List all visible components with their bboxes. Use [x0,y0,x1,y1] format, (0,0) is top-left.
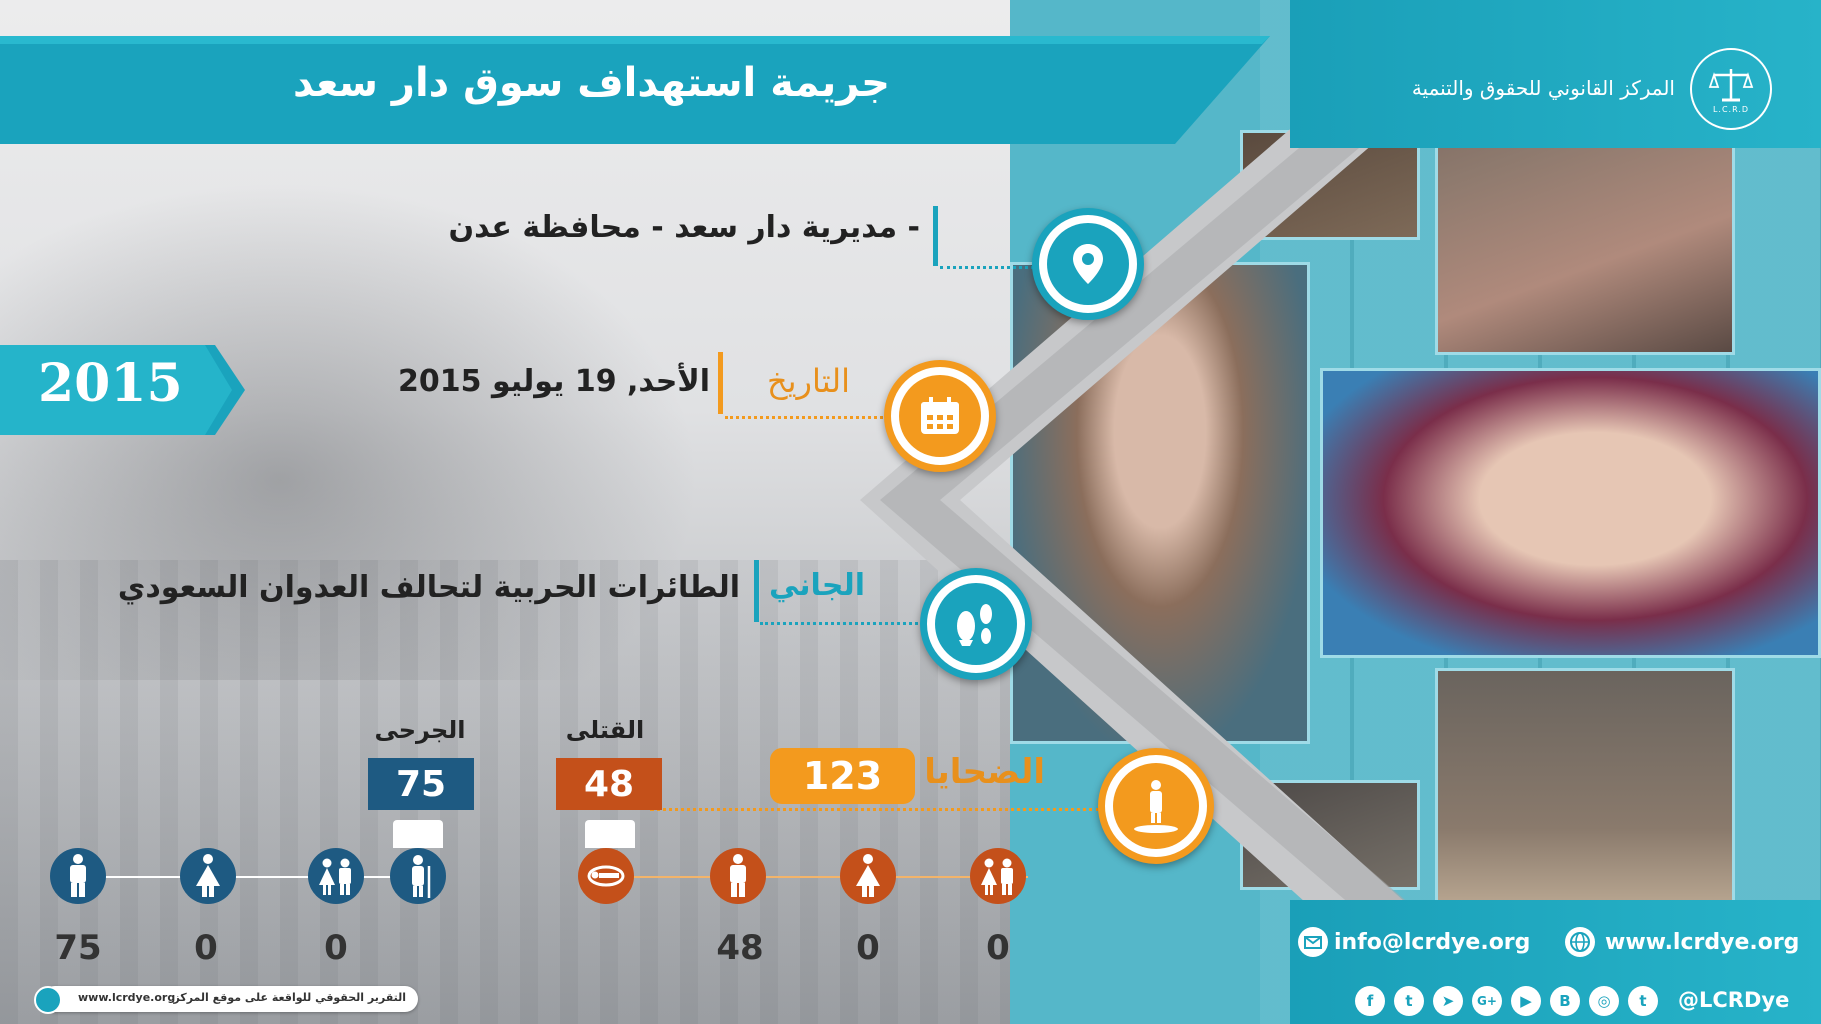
logo-caption: L.C.R.D [1712,104,1750,114]
tumblr-icon[interactable]: t [1628,986,1658,1016]
date-value: الأحد, 19 يوليو 2015 [398,364,710,399]
date-connector [725,416,895,419]
email-text: info@lcrdye.org [1334,929,1531,955]
injured-women-icon [180,848,236,904]
social-handle[interactable]: @LCRDye [1678,988,1790,1012]
report-link-text: التقرير الحقوقي للواقعة على موقع المركز [173,991,406,1004]
woman-icon [196,854,220,897]
telegram-icon[interactable]: ➤ [1433,986,1463,1016]
youtube-icon[interactable]: ▶ [1511,986,1541,1016]
scales-icon [1708,68,1754,101]
email-icon [1298,927,1328,957]
globe-icon [1565,927,1595,957]
location-pin-icon [1073,244,1103,284]
injured-men-count: 75 [54,928,102,968]
killed-women-icon [840,848,896,904]
killed-icon-tab [585,820,635,848]
perpetrator-value: الطائرات الحربية لتحالف العدوان السعودي [117,570,740,605]
photo-girl-injured-eye [1320,368,1821,658]
report-link-pill[interactable]: التقرير الحقوقي للواقعة على موقع المركز … [42,986,418,1012]
woman-icon [856,854,880,897]
victims-connector [650,808,1100,811]
victims-icon-badge [1098,748,1214,864]
website-text: www.lcrdye.org [1605,929,1800,955]
location-text: - مديرية دار سعد - محافظة عدن [448,210,920,245]
injured-icon [412,855,431,898]
injured-breakdown-line [78,876,418,878]
injured-box: 75 [368,758,474,810]
report-link-url: www.lcrdye.org [78,991,176,1004]
date-label: التاريخ [766,362,850,400]
injured-women-count: 0 [194,928,218,968]
org-logo: L.C.R.D [1690,48,1772,130]
killed-men-count: 48 [716,928,764,968]
instagram-icon[interactable]: ◎ [1589,986,1619,1016]
org-name: المركز القانوني للحقوق والتنمية [1411,76,1675,100]
year-text: 2015 [38,353,183,414]
perpetrator-label: الجاني [768,568,865,603]
chevron-shape [860,0,1540,1024]
killed-total: 48 [583,763,635,805]
killed-children-count: 0 [986,928,1010,968]
injured-category-icon [390,848,446,904]
website-link[interactable]: www.lcrdye.org [1565,924,1799,960]
man-icon [730,854,746,897]
killed-box: 48 [556,758,662,810]
victims-label: الضحايا [924,752,1045,792]
perpetrator-divider [754,560,759,622]
children-icon [981,858,1013,895]
google-plus-icon[interactable]: G+ [1472,986,1502,1016]
killed-label: القتلى [565,716,645,744]
calendar-icon [921,397,959,434]
killed-women-count: 0 [856,928,880,968]
year-ribbon [0,345,245,435]
perpetrator-icon-badge [920,568,1032,680]
injured-total: 75 [395,763,447,805]
twitter-icon[interactable]: t [1394,986,1424,1016]
header-band-left [0,36,1270,144]
injured-label: الجرحى [374,716,466,744]
victim-icon [1134,780,1178,833]
killed-category-icon [578,848,634,904]
killed-icon [587,865,625,887]
victims-total-box: 123 [770,748,915,804]
injured-children-icon [308,848,364,904]
blogger-icon[interactable]: B [1550,986,1580,1016]
email-link[interactable]: info@lcrdye.org [1298,924,1530,960]
date-divider [718,352,723,414]
killed-children-icon [970,848,1026,904]
location-divider [933,206,938,266]
facebook-icon[interactable]: f [1355,986,1385,1016]
location-connector [940,266,1040,269]
killed-men-icon [710,848,766,904]
injured-men-icon [50,848,106,904]
victims-total: 123 [802,754,883,798]
date-icon-badge [884,360,996,472]
children-icon [319,858,351,895]
man-icon [70,854,86,897]
location-icon-badge [1032,208,1144,320]
injured-icon-tab [393,820,443,848]
killed-breakdown-line [608,876,1028,878]
report-link-dot [34,986,62,1014]
perpetrator-connector [760,622,930,625]
page-title: جريمة استهداف سوق دار سعد [292,60,890,106]
bomb-icon [957,604,992,646]
injured-children-count: 0 [324,928,348,968]
